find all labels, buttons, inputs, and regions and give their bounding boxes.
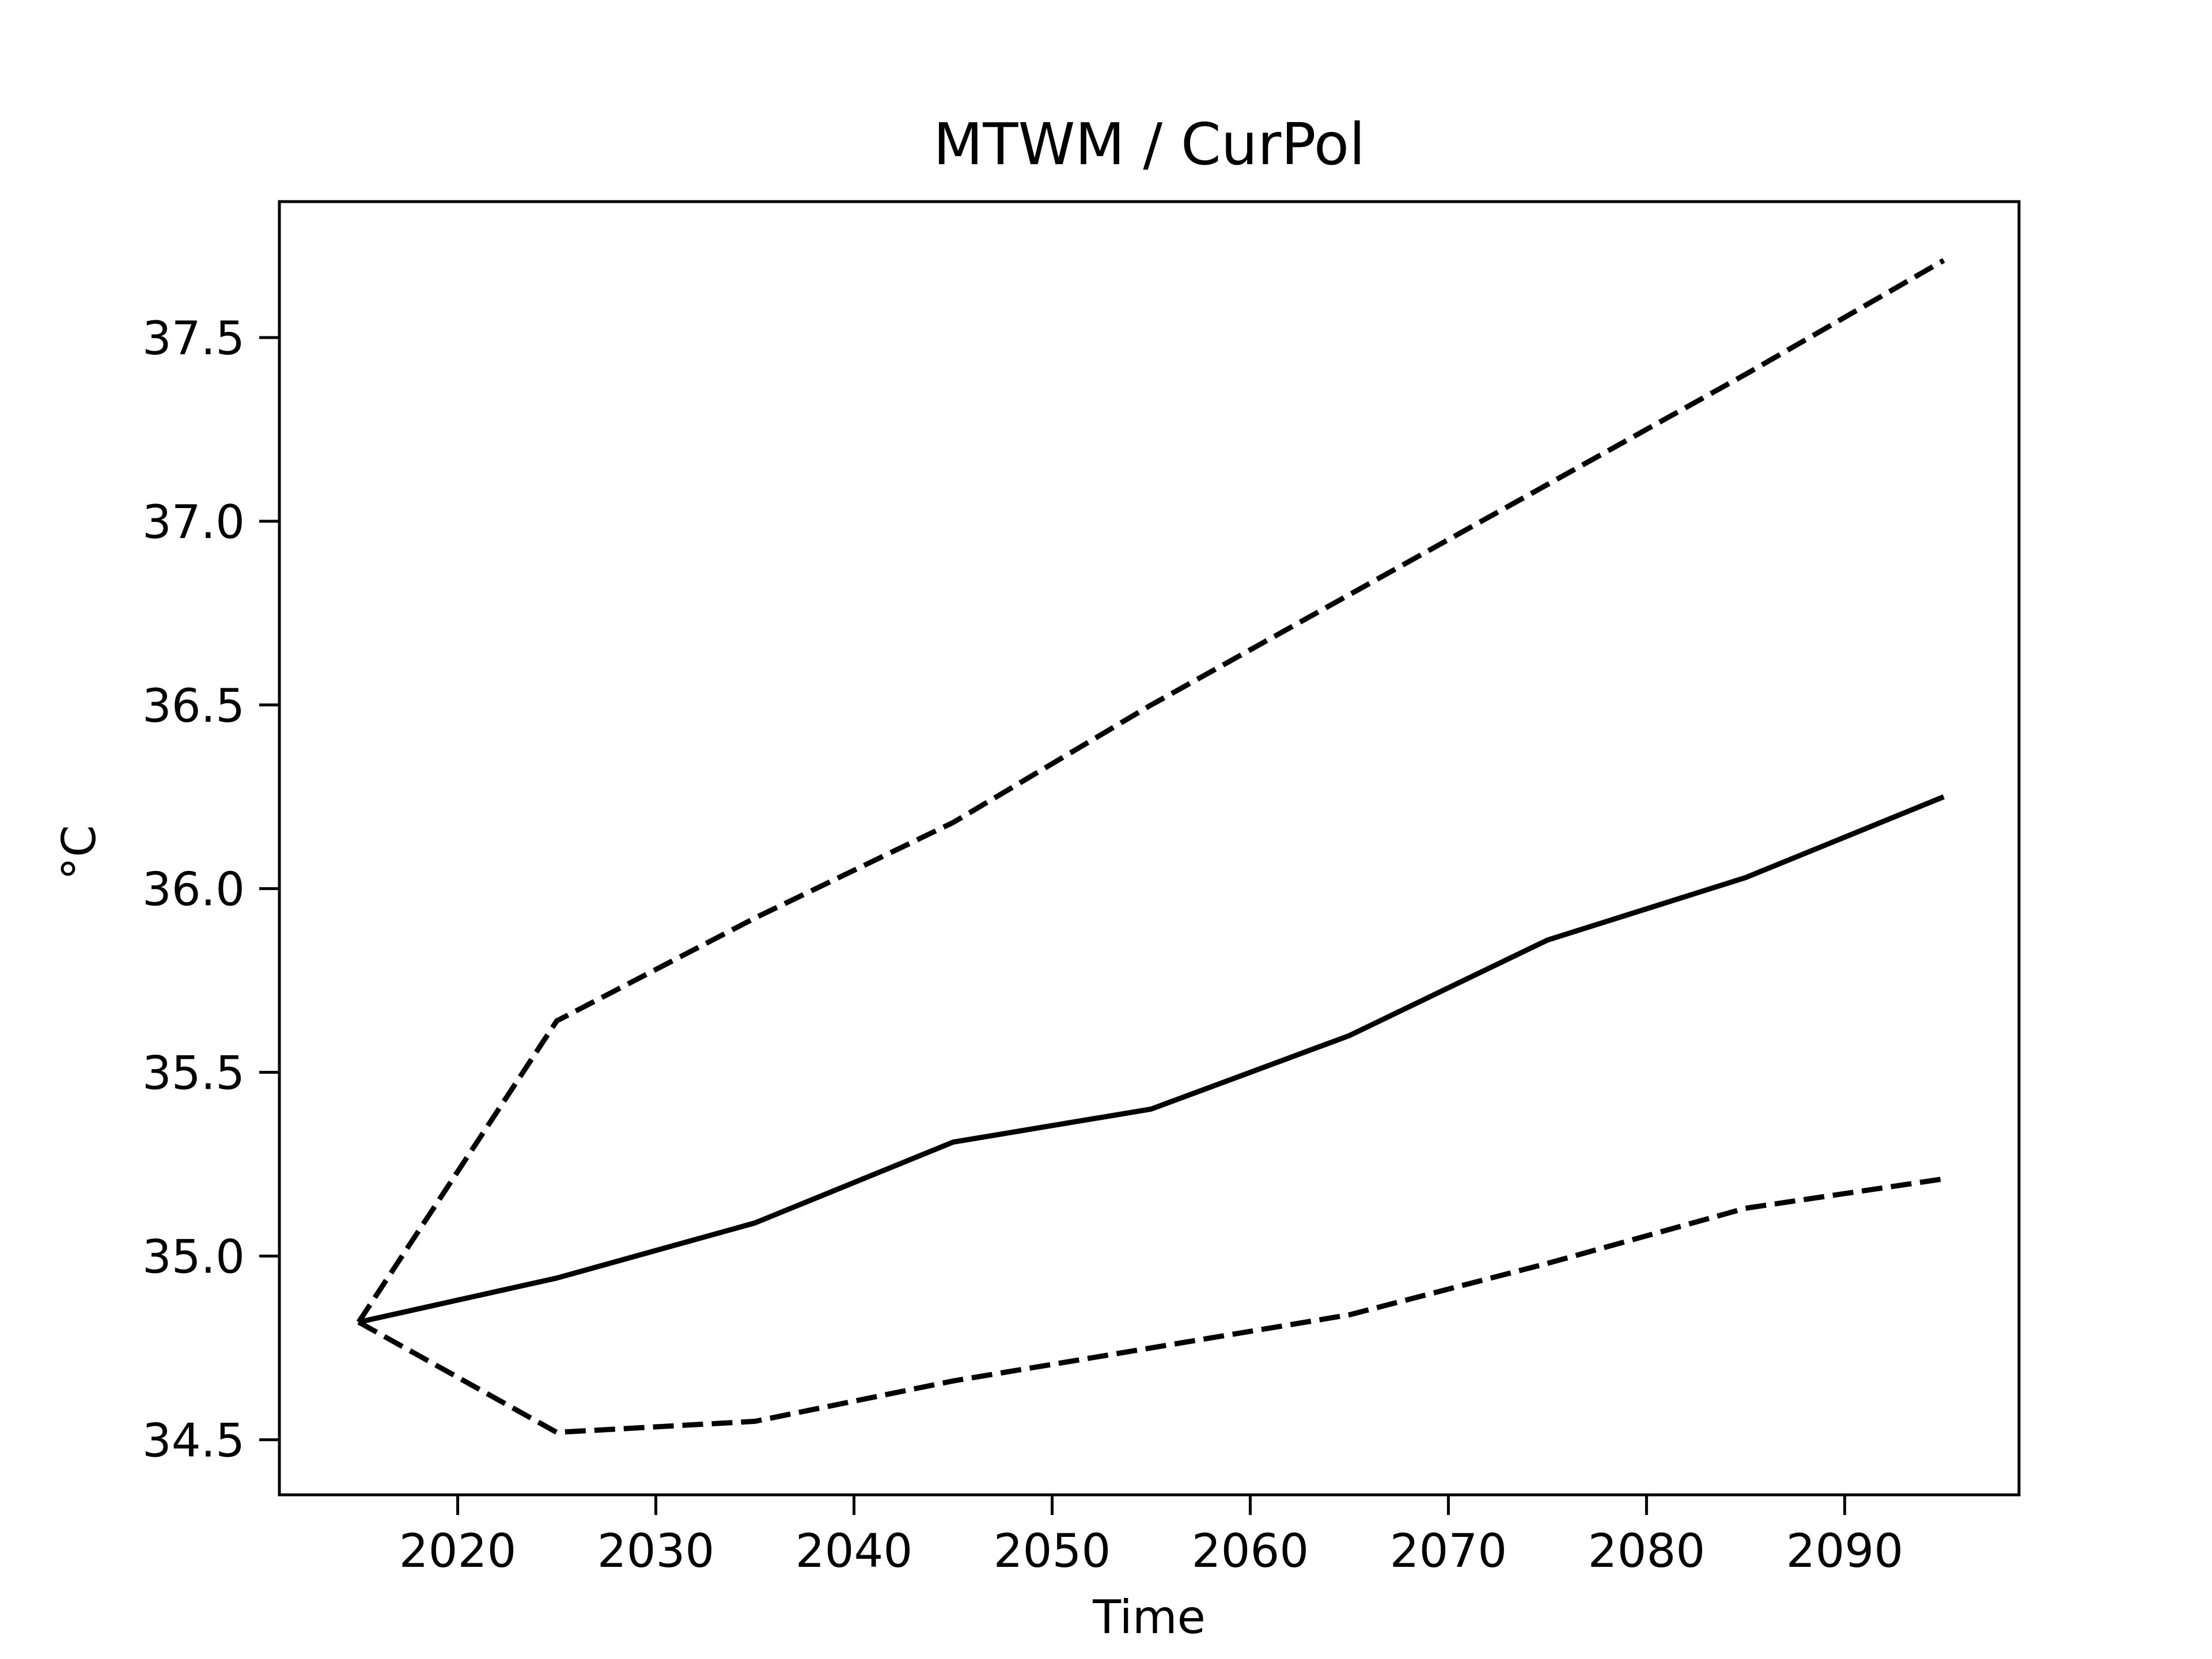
x-tick-label: 2090 [1786, 1524, 1904, 1578]
y-tick-label: 36.5 [142, 679, 245, 733]
y-tick-label: 37.5 [142, 312, 245, 365]
x-tick-label: 2070 [1390, 1524, 1508, 1578]
chart-title: MTWM / CurPol [933, 111, 1365, 178]
x-tick-label: 2040 [796, 1524, 913, 1578]
x-tick-label: 2020 [399, 1524, 517, 1578]
series-layer [356, 258, 1945, 1435]
x-axis: 2020 2030 2040 2050 2060 2070 2080 2090 [399, 1495, 1903, 1578]
y-tick-label: 37.0 [142, 495, 245, 549]
y-axis-label: °C [52, 825, 106, 880]
x-tick-label: 2060 [1192, 1524, 1309, 1578]
y-tick-label: 35.0 [142, 1230, 245, 1283]
axes-frame [278, 200, 2021, 1497]
series-line-1 [358, 794, 1945, 1325]
x-axis-label: Time [1092, 1590, 1206, 1644]
series-line-3 [357, 1176, 1944, 1435]
y-tick-label: 34.5 [142, 1414, 245, 1467]
x-tick-label: 2050 [994, 1524, 1111, 1578]
series-line-2 [356, 258, 1945, 1324]
y-axis: 34.5 35.0 35.5 36.0 36.5 37.0 37.5 [142, 312, 279, 1467]
x-tick-label: 2030 [597, 1524, 715, 1578]
y-tick-label: 36.0 [142, 863, 245, 916]
y-tick-label: 35.5 [142, 1047, 245, 1100]
x-tick-label: 2080 [1588, 1524, 1706, 1578]
